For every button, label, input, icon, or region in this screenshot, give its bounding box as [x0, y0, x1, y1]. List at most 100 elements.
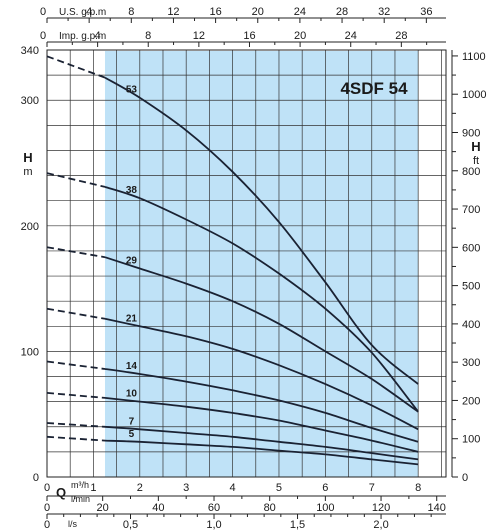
h-ft-tick-label: 600: [462, 242, 480, 254]
us-gpm-tick-label: 0: [40, 6, 46, 18]
us-gpm-tick-label: 32: [378, 6, 390, 18]
q-m3h-tick-label: 7: [369, 482, 375, 494]
q-m3h-tick-label: 6: [322, 482, 328, 494]
series-label-21: 21: [126, 313, 138, 324]
series-5-line: [104, 439, 419, 466]
series-14-dashed: [46, 360, 106, 370]
top-axes: 4 8 12 16 20 24 28 32 360 U.S. g.p.m4 8 12 16 20 24 280…: [40, 6, 446, 47]
series-label-5: 5: [129, 429, 135, 440]
series-label-10: 10: [126, 389, 138, 400]
h-ft-tick-label: 0: [462, 472, 468, 484]
operating-region: [104, 51, 419, 477]
h-m-tick-label: 0: [33, 472, 39, 484]
series-label-53: 53: [126, 85, 138, 96]
chart-title: 4SDF 54: [340, 79, 408, 98]
series-29-dashed: [46, 246, 106, 259]
series-53-dashed: [46, 55, 106, 79]
l-s-unit: l/s: [68, 519, 78, 529]
imp-gpm-tick-label: 16: [243, 30, 255, 42]
series-label-14: 14: [126, 361, 138, 372]
h-m-axis-label: H: [23, 150, 32, 165]
series-14-line: [104, 368, 419, 443]
imp-gpm-tick-label: 28: [395, 30, 407, 42]
series-label-38: 38: [126, 185, 138, 196]
series-38-dashed: [46, 172, 106, 188]
l-min-tick-label: 80: [264, 502, 276, 514]
l-min-tick-label: 40: [152, 502, 164, 514]
h-ft-tick-label: 300: [462, 357, 480, 369]
us-gpm-tick-label: 4: [86, 6, 92, 18]
h-m-tick-label: 200: [21, 221, 39, 233]
h-ft-tick-label: 500: [462, 281, 480, 293]
h-ft-tick-label: 800: [462, 166, 480, 178]
l-min-tick-label: 0: [44, 502, 50, 514]
plot-area: 53 38 29 21 14 10 7 5: [46, 49, 447, 478]
h-ft-tick-label: 400: [462, 319, 480, 331]
q-m3h-tick-label: 3: [183, 482, 189, 494]
h-ft-tick-label: 100: [462, 434, 480, 446]
h-m-tick-label: 340: [21, 45, 39, 57]
us-gpm-tick-label: 8: [128, 6, 134, 18]
l-min-tick-label: 140: [428, 502, 446, 514]
q-m3h-unit: m³/h: [71, 480, 89, 490]
h-ft-tick-label: 1100: [462, 51, 486, 63]
us-gpm-tick-label: 28: [336, 6, 348, 18]
us-gpm-tick-label: 24: [294, 6, 306, 18]
h-ft-tick-label: 200: [462, 395, 480, 407]
q-m3h-tick-label: 0: [44, 482, 50, 494]
series-29-line: [104, 256, 419, 413]
imp-gpm-tick-label: 0: [40, 30, 46, 42]
plot-frame: [46, 49, 447, 478]
h-ft-axis-unit: ft: [473, 155, 479, 167]
q-m3h-tick-label: 8: [415, 482, 421, 494]
l-min-tick-label: 100: [316, 502, 334, 514]
series-10-line: [104, 397, 419, 453]
l-s-tick-label: 2,0: [373, 519, 388, 530]
us-gpm-axis-label: U.S. g.p.m: [59, 7, 106, 18]
l-s-tick-label: 0: [44, 519, 50, 530]
series-10-dashed: [46, 392, 106, 399]
h-m-tick-label: 300: [21, 95, 39, 107]
l-s-tick-label: 0,5: [123, 519, 138, 530]
q-m3h-tick-label: 1: [90, 482, 96, 494]
series-label-7: 7: [129, 416, 135, 427]
series-53-line: [104, 76, 419, 385]
h-m-axis: 0 100 200 300 340 Hm: [21, 45, 39, 484]
q-axis-symbol: Q: [56, 485, 66, 500]
imp-gpm-tick-label: 24: [345, 30, 357, 42]
us-gpm-tick-label: 36: [420, 6, 432, 18]
us-gpm-tick-label: 12: [167, 6, 179, 18]
series-7-line: [104, 425, 419, 461]
l-min-tick-label: 20: [97, 502, 109, 514]
series-38-line: [104, 186, 419, 413]
l-min-tick-label: 60: [208, 502, 220, 514]
l-min-unit: l/min: [71, 494, 90, 504]
imp-gpm-tick-label: 4: [95, 30, 101, 42]
imp-gpm-tick-label: 12: [193, 30, 205, 42]
h-ft-axis: 0 100 200 300 400 500 600 700 800 900 1000 1100 Hft: [451, 50, 486, 484]
q-m3h-tick-label: 5: [276, 482, 282, 494]
l-s-tick-label: 1,5: [290, 519, 305, 530]
series-7-dashed: [46, 422, 106, 428]
series-label-29: 29: [126, 256, 138, 267]
h-m-tick-label: 100: [21, 346, 39, 358]
series-21-line: [104, 317, 419, 431]
h-ft-tick-label: 900: [462, 127, 480, 139]
h-ft-axis-label: H: [471, 139, 480, 154]
h-ft-tick-label: 700: [462, 204, 480, 216]
l-s-tick-label: 1,0: [206, 519, 221, 530]
l-min-tick-label: 120: [372, 502, 390, 514]
series-21-dashed: [46, 307, 106, 320]
q-m3h-tick-label: 4: [230, 482, 236, 494]
imp-gpm-axis-label: Imp. g.p.m: [59, 31, 106, 42]
series-5-dashed: [46, 435, 106, 442]
h-m-axis-unit: m: [23, 166, 32, 178]
h-ft-tick-label: 1000: [462, 89, 486, 101]
us-gpm-tick-label: 20: [252, 6, 264, 18]
q-m3h-tick-label: 2: [137, 482, 143, 494]
imp-gpm-tick-label: 8: [145, 30, 151, 42]
imp-gpm-tick-label: 20: [294, 30, 306, 42]
us-gpm-tick-label: 16: [209, 6, 221, 18]
